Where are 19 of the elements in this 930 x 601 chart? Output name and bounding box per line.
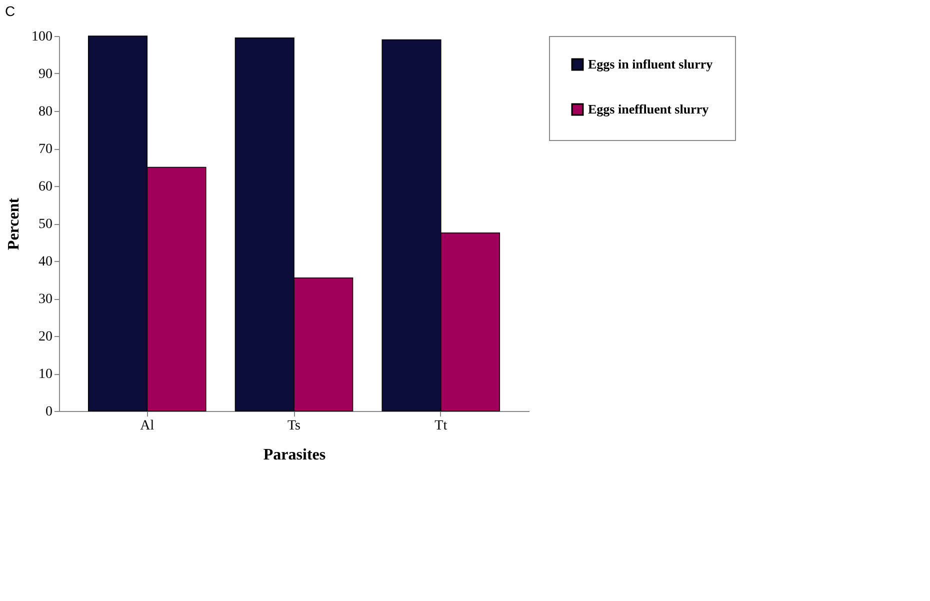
x-tick-label: Ts [287, 418, 301, 434]
y-tick-label: 90 [38, 67, 52, 82]
y-tick-label: 0 [46, 404, 52, 420]
y-tick-label: 100 [32, 30, 52, 44]
x-axis-title: Parasites [263, 446, 326, 464]
legend-label: Eggs ineffluent slurry [588, 102, 710, 116]
y-tick-label: 80 [38, 104, 52, 120]
chart-title: C [5, 3, 16, 19]
y-tick-label: 60 [38, 180, 52, 194]
x-tick-label: Tt [434, 418, 448, 434]
y-tick-label: 70 [38, 142, 52, 157]
y-tick-label: 20 [38, 330, 52, 344]
x-tick-label: Al [140, 418, 154, 434]
legend-label: Eggs in influent slurry [588, 56, 714, 72]
y-tick-label: 50 [38, 217, 52, 232]
y-tick-label: 10 [38, 367, 52, 382]
y-tick-label: 40 [38, 254, 52, 270]
y-tick-label: 30 [38, 292, 52, 307]
y-axis-title: Percent [6, 197, 22, 250]
